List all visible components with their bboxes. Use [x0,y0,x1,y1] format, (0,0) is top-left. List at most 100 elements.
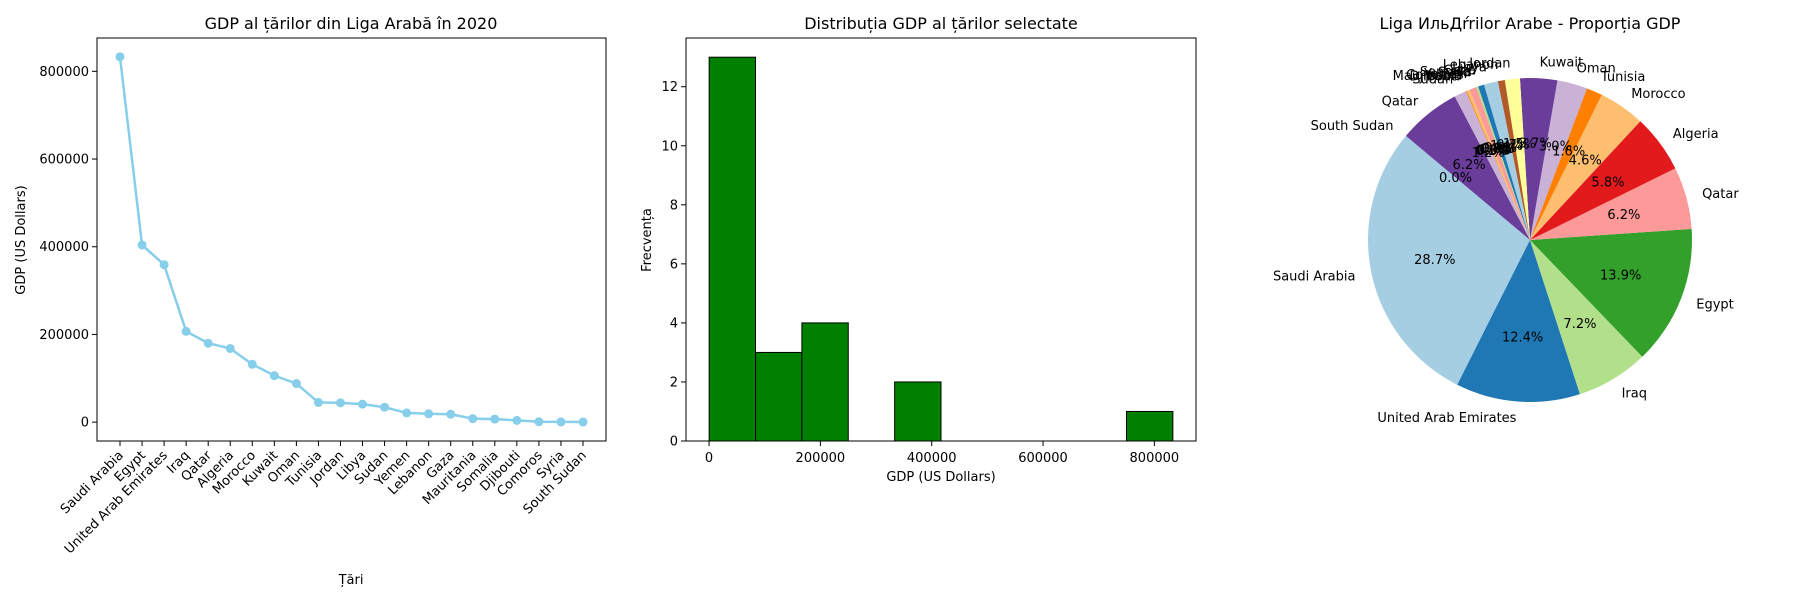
pie-slice-percent: 0.0% [1439,171,1472,186]
pie-slice [1530,121,1676,240]
pie-slice-percent: 0.0% [1481,142,1514,157]
histogram-x-tick-label: 400000 [907,451,957,466]
histogram-chart: Distribuția GDP al țărilor selectate 0 20… [640,14,1197,485]
line-data-point [468,414,478,424]
histogram-bar [801,322,849,442]
histogram-x-label: GDP (US Dollars) [886,470,995,485]
pie-slice-label: Yemen [1423,67,1467,82]
histogram-x-tick-label: 0 [705,451,713,466]
line-data-point [181,326,191,336]
line-data-point [203,338,213,348]
pie-slice-label: Libya [1452,61,1487,76]
pie-chart: Liga ИльДŕrilor Arabe - Proporția GDP Sa… [1273,14,1739,426]
pie-slice-percent: 0.0% [1477,143,1510,158]
pie-slice-label: Sudan [1412,73,1453,88]
line-data-point [380,402,390,412]
pie-slice-percent: 3.7% [1519,136,1552,151]
line-data-point [335,398,345,408]
pie-slice [1530,88,1602,240]
line-data-point [291,379,301,389]
pie-slice-label: Tunisia [1600,70,1645,85]
line-data-point [446,409,456,419]
pie-slice-label: Qatar [1702,187,1739,202]
pie-slice-label: Algeria [1673,127,1719,142]
pie-slice-percent: 12.4% [1502,330,1543,345]
histogram-bar [708,56,757,442]
line-data-point [313,397,323,407]
pie-slice [1465,90,1530,241]
histogram-x-tick-label: 600000 [1018,451,1068,466]
line-y-tick-label: 600000 [39,153,89,168]
pie-slice-percent: 0.6% [1484,141,1517,156]
pie-slice-label: South Sudan [1311,119,1394,134]
pie-slice-percent: 5.8% [1591,175,1624,190]
line-data-point [269,371,279,381]
pie-slice-percent: 1.6% [1552,144,1585,159]
pie-slice-percent: 0.7% [1479,143,1512,158]
histogram-bar [1125,410,1174,442]
line-data-point [578,417,588,427]
pie-slice-percent: 0.1% [1475,144,1508,159]
pie-slice-percent: 3.0% [1539,140,1572,155]
line-chart-axes-frame [96,37,607,442]
pie-slice-percent: 1.4% [1490,139,1523,154]
histogram-y-label: Frecvența [640,208,655,272]
pie-slice [1483,81,1530,240]
pie-slice [1476,86,1530,240]
pie-slice-percent: 4.6% [1569,153,1602,168]
pie-slice-percent: 0.7% [1496,138,1529,153]
pie-slice-label: Syria [1438,65,1471,80]
histogram-x-tick-label: 800000 [1130,451,1180,466]
pie-slice-label: Djibouti [1409,70,1459,85]
line-data-point [556,417,566,427]
line-data-point [115,52,125,62]
line-chart-y-label: GDP (US Dollars) [14,185,29,294]
pie-slice [1530,80,1587,240]
line-data-point [159,260,169,270]
histogram-bars [708,56,1174,442]
pie-slice [1530,228,1692,357]
pie-slices [1368,78,1692,402]
pie-labels: Saudi Arabia 28.7% United Arab Emirates 12.… [1273,56,1739,427]
pie-slice-label: Lebanon [1443,58,1499,73]
histogram-y-ticks: 0 2 4 6 8 10 12 [661,80,686,450]
line-data-point [490,414,500,424]
line-chart-title: GDP al țărilor din Liga Arabă în 2020 [205,14,498,33]
pie-slice-percent: 0.3% [1476,144,1509,159]
line-y-tick-label: 0 [81,416,89,431]
pie-slice-label: Kuwait [1540,56,1583,71]
pie-slice-label: Saudi Arabia [1273,270,1356,285]
line-y-tick-label: 800000 [39,65,89,80]
line-y-tick-label: 400000 [39,240,89,255]
pie-slice [1519,78,1558,240]
histogram-y-tick-label: 12 [661,80,678,95]
line-y-tick-label: 200000 [39,328,89,343]
pie-slice-label: Iraq [1622,386,1647,401]
line-data-point [424,409,434,419]
pie-slice [1530,168,1692,240]
pie-slice-percent: 0.2% [1482,142,1515,157]
pie-slice-label: Egypt [1696,298,1734,313]
pie-slice [1469,87,1530,240]
line-chart-y-ticks: 0 200000 400000 600000 800000 [39,65,97,431]
histogram-x-tick-label: 200000 [796,451,846,466]
histogram-y-tick-label: 4 [670,316,678,331]
pie-slice-percent: 13.9% [1600,268,1641,283]
histogram-y-tick-label: 2 [670,375,678,390]
pie-slice [1504,78,1530,240]
pie-slice-label: United Arab Emirates [1377,411,1516,426]
pie-slice-label: Oman [1577,62,1616,77]
pie-slice [1530,94,1641,240]
line-chart-series [115,52,588,427]
line-data-point [534,417,544,427]
histogram-y-tick-label: 8 [670,198,678,213]
histogram-y-tick-label: 10 [661,139,678,154]
pie-slice-label: Jordan [1468,56,1510,71]
pie-slice-label: Qatar [1382,95,1419,110]
line-series-path [118,56,584,424]
pie-slice-percent: 1.5% [1503,137,1536,152]
line-data-point [358,399,368,409]
pie-slice [1466,89,1530,240]
